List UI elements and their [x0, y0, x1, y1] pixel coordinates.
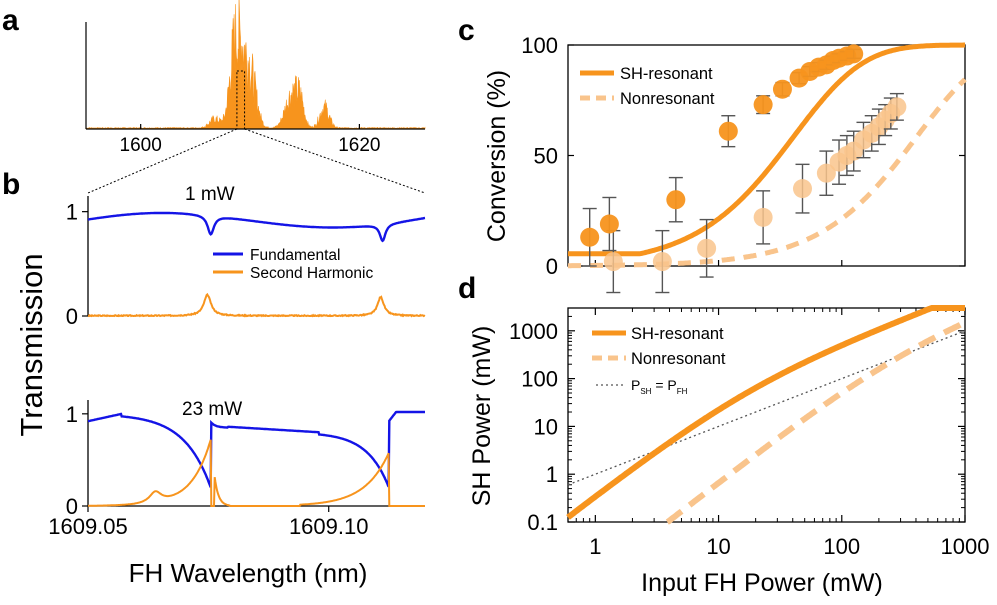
panel-b-y-tick-label: 1 [66, 200, 78, 225]
panel-c-y-tick-label: 50 [534, 144, 558, 169]
sh-resonant-fit-curve [568, 42, 965, 257]
legend-label-fundamental: Fundamental [250, 247, 340, 264]
panel-label-c: c [458, 14, 475, 47]
panel-c-y-label: Conversion (%) [483, 70, 511, 242]
nonresonant-fit-curve [568, 77, 967, 269]
panel-d-frame [567, 307, 966, 523]
panel-d-y-tick-label: 1 [546, 462, 558, 487]
panel-d-y-label: SH Power (mW) [468, 326, 496, 507]
panel-b-y-label: Transmission [14, 253, 49, 436]
sh-resonant-point [599, 214, 619, 234]
panel-label-a: a [2, 4, 19, 37]
panel-a-x-tick-label: 1620 [338, 135, 380, 156]
panel-a-spectrum: 1600 1620 [85, 0, 426, 194]
sh-resonant-point [666, 190, 686, 210]
nonresonant-point [753, 207, 773, 227]
spectrum-area [85, 0, 426, 130]
annotation-1mW: 1 mW [185, 184, 235, 205]
panel-c-y-tick-label: 0 [546, 254, 558, 279]
legend-label-second-harmonic: Second Harmonic [250, 265, 373, 282]
second-harmonic-line-23mW [88, 439, 425, 507]
panel-d-x-label: Input FH Power (mW) [641, 569, 883, 597]
nonresonant-point [697, 238, 717, 258]
second-harmonic-line-1mW [87, 292, 426, 318]
panel-c-legend: SH-resonant Nonresonant [580, 65, 715, 108]
panel-a-x-tick-label: 1600 [120, 135, 162, 156]
nonresonant-point [652, 252, 672, 272]
zoom-line-left [87, 128, 238, 194]
legend-label-nonresonant-c: Nonresonant [620, 90, 715, 108]
nonresonant-power-curve [665, 319, 967, 525]
legend-sub-sh: SH [640, 387, 651, 396]
panel-d-x-tick-label: 10 [706, 534, 730, 559]
legend-label-sh-resonant-c: SH-resonant [620, 65, 713, 83]
sh-resonant-point [580, 227, 600, 247]
sh-resonant-point [718, 121, 738, 141]
panel-d-y-tick-label: 100 [521, 367, 558, 392]
nonresonant-point [816, 163, 836, 183]
sh-resonant-point [772, 79, 792, 99]
panel-d-x-tick-label: 1000 [941, 534, 990, 559]
nonresonant-point [793, 179, 813, 199]
panel-d-y-tick-label: 10 [534, 414, 558, 439]
panel-d-sh-power: 1 10 100 1000 0.1 1 10 100 1000 SH Power (mW) In… [468, 305, 990, 597]
panel-b-y-tick-label: 0 [66, 494, 78, 519]
zoom-line-right [244, 128, 426, 194]
panel-b-x-tick-label: 1609.10 [289, 514, 369, 539]
panel-b-transmission: Transmission FH Wavelength (nm) 0 1 0 1 1609… [14, 184, 426, 588]
panel-d-y-tick-label: 1000 [509, 319, 558, 344]
panel-b-legend: Fundamental Second Harmonic [213, 247, 373, 282]
nonresonant-point [887, 97, 907, 117]
sh-resonant-power-curve [566, 305, 965, 520]
legend-label-sh-resonant-d: SH-resonant [631, 325, 724, 343]
annotation-23mW: 23 mW [182, 399, 242, 420]
panel-b-x-tick-label: 1609.05 [48, 514, 128, 539]
panel-d-x-tick-label: 100 [823, 534, 860, 559]
panel-d-x-tick-label: 1 [589, 534, 601, 559]
panel-c-y-tick-label: 100 [521, 33, 558, 58]
fundamental-line-1mW [87, 211, 426, 243]
sh-resonant-point [844, 44, 864, 64]
psh-equals-pfh-line [567, 330, 966, 486]
panel-label-d: d [458, 272, 476, 305]
panel-b-y-tick-label: 0 [66, 304, 78, 329]
fundamental-line-23mW [87, 410, 425, 488]
panel-c-conversion: 0 50 100 Conversion (%) SH-resonant Nonres… [483, 33, 967, 294]
panel-b-y-tick-label: 1 [66, 402, 78, 427]
panel-d-legend: SH-resonant Nonresonant PSH = PFH [592, 325, 726, 396]
nonresonant-point [603, 252, 623, 272]
panel-label-b: b [2, 168, 20, 201]
zoom-window-box [236, 70, 246, 130]
panel-d-y-tick-label: 0.1 [527, 510, 558, 535]
panel-b-x-label: FH Wavelength (nm) [129, 558, 368, 588]
legend-sub-fh: FH [677, 387, 688, 396]
legend-label-nonresonant-d: Nonresonant [631, 350, 726, 368]
legend-label-psh-pfh: PSH = PFH [631, 377, 688, 396]
sh-resonant-point [753, 95, 773, 115]
